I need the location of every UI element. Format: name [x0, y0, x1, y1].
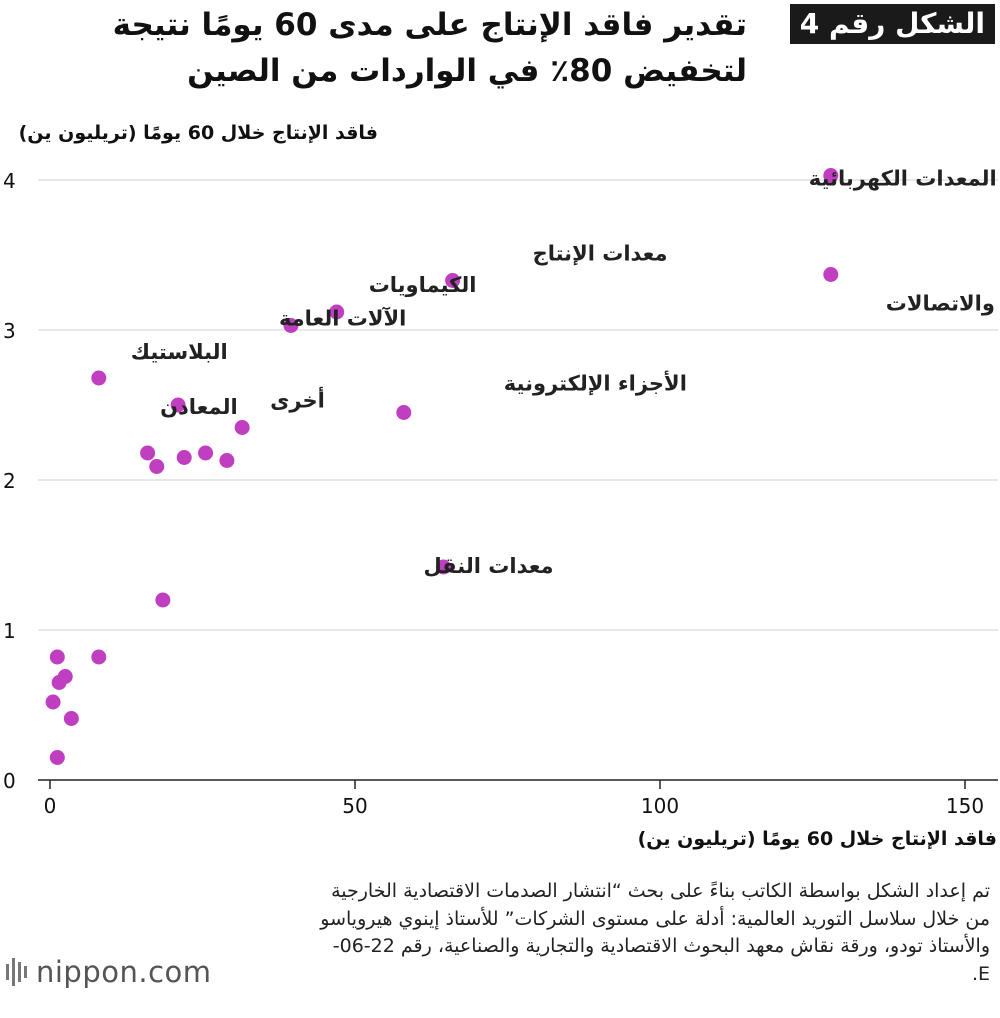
data-point [170, 397, 186, 413]
data-label: المعدات الكهربائية [809, 167, 997, 191]
data-point [198, 445, 214, 461]
logo-text: nippon.com [36, 955, 212, 989]
data-label: معدات النقل [423, 554, 553, 578]
nippon-logo-icon [6, 958, 27, 986]
data-point [823, 168, 839, 183]
data-point [823, 267, 839, 282]
x-tick-label: 50 [342, 794, 367, 818]
data-label: البلاستيك [131, 340, 228, 364]
x-axis-label: فاقد الإنتاج خلال 60 يومًا (تريليون ين) [637, 828, 997, 850]
data-point [149, 459, 165, 474]
data-point [283, 318, 299, 333]
data-point [49, 750, 65, 765]
data-label: الأجزاء الإلكترونية [504, 370, 687, 396]
scatter-plot: 0 1 2 3 4 0 50 100 150 المعدات الكهربائية معدات ال… [3, 167, 1000, 819]
data-label: معدات المعلومات والاتصالات [886, 292, 1000, 316]
y-tick-label: 4 [3, 169, 16, 193]
chart-header: الشكل رقم 4 تقدير فاقد الإنتاج على مدى 6… [100, 0, 995, 100]
y-tick-label: 3 [3, 319, 16, 343]
data-point [219, 453, 235, 468]
data-label: المعادن [160, 395, 238, 419]
nippon-logo: nippon.com [3, 950, 212, 994]
data-point [435, 559, 451, 575]
data-point [45, 694, 61, 710]
data-point [51, 675, 67, 690]
data-point [155, 592, 171, 608]
data-label: معدات الإنتاج [533, 242, 668, 267]
data-point [234, 420, 250, 435]
data-point [396, 405, 412, 420]
data-point [49, 649, 65, 665]
data-point [140, 445, 156, 461]
data-point [91, 649, 107, 665]
data-point [445, 273, 461, 288]
y-tick-label: 1 [3, 619, 16, 643]
data-point [176, 450, 192, 465]
source-note: تم إعداد الشكل بواسطة الكاتب بناءً على ب… [320, 880, 990, 985]
data-label: أخرى [270, 386, 325, 413]
data-label: الآلات العامة [279, 307, 406, 331]
y-axis-label: فاقد الإنتاج خلال 60 يومًا (تريليون ين) [18, 122, 378, 144]
data-point [329, 304, 345, 320]
data-point [63, 711, 79, 726]
x-tick-label: 100 [641, 794, 679, 818]
x-tick-label: 150 [946, 794, 984, 818]
data-point [91, 370, 107, 386]
x-tick-label: 0 [44, 794, 57, 818]
figure-label: الشكل رقم 4 [789, 4, 995, 44]
y-tick-label: 0 [3, 769, 16, 793]
chart-title: تقدير فاقد الإنتاج على مدى 60 يومًا نتيج… [112, 7, 747, 89]
y-tick-label: 2 [3, 469, 16, 493]
data-label: الكيماويات [369, 273, 477, 297]
